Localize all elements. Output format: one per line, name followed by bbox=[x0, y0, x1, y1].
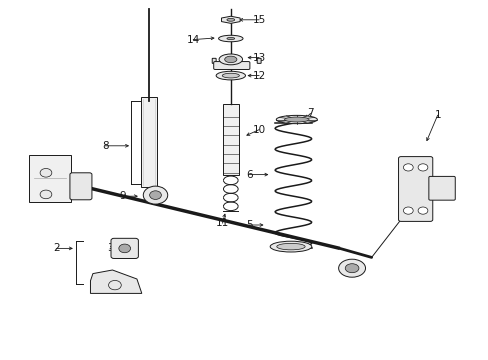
FancyBboxPatch shape bbox=[29, 155, 71, 202]
Ellipse shape bbox=[345, 264, 358, 273]
Ellipse shape bbox=[218, 35, 243, 42]
Text: 10: 10 bbox=[252, 125, 265, 135]
Text: 2: 2 bbox=[53, 243, 60, 253]
Ellipse shape bbox=[224, 56, 236, 63]
Polygon shape bbox=[221, 16, 240, 23]
Circle shape bbox=[119, 244, 130, 253]
FancyBboxPatch shape bbox=[212, 58, 216, 63]
Ellipse shape bbox=[284, 117, 308, 122]
Text: 12: 12 bbox=[252, 71, 265, 81]
Ellipse shape bbox=[276, 115, 317, 124]
FancyBboxPatch shape bbox=[111, 238, 138, 258]
Ellipse shape bbox=[276, 243, 305, 250]
Circle shape bbox=[149, 191, 161, 199]
Circle shape bbox=[40, 168, 52, 177]
Circle shape bbox=[417, 164, 427, 171]
Ellipse shape bbox=[269, 241, 311, 252]
Ellipse shape bbox=[216, 71, 245, 80]
Text: 15: 15 bbox=[252, 15, 265, 25]
Text: 14: 14 bbox=[186, 35, 200, 45]
Circle shape bbox=[403, 207, 412, 214]
Ellipse shape bbox=[219, 54, 242, 65]
Ellipse shape bbox=[338, 259, 365, 277]
Circle shape bbox=[40, 190, 52, 199]
Circle shape bbox=[417, 207, 427, 214]
FancyBboxPatch shape bbox=[428, 176, 454, 200]
Ellipse shape bbox=[226, 18, 234, 21]
Text: 8: 8 bbox=[102, 141, 108, 151]
Text: 1: 1 bbox=[433, 110, 440, 120]
FancyBboxPatch shape bbox=[257, 58, 261, 63]
Circle shape bbox=[403, 164, 412, 171]
Ellipse shape bbox=[226, 37, 234, 40]
Circle shape bbox=[143, 186, 167, 204]
Text: 7: 7 bbox=[306, 108, 313, 118]
Text: 11: 11 bbox=[215, 218, 229, 228]
Text: 5: 5 bbox=[245, 220, 252, 230]
Text: 6: 6 bbox=[245, 170, 252, 180]
Text: 9: 9 bbox=[119, 191, 125, 201]
FancyBboxPatch shape bbox=[398, 157, 432, 221]
FancyBboxPatch shape bbox=[70, 173, 92, 200]
Text: 13: 13 bbox=[252, 53, 265, 63]
Circle shape bbox=[108, 280, 121, 290]
FancyBboxPatch shape bbox=[223, 104, 239, 175]
Text: 4: 4 bbox=[92, 285, 99, 295]
Text: 3: 3 bbox=[106, 243, 113, 253]
Ellipse shape bbox=[222, 73, 239, 78]
Polygon shape bbox=[90, 270, 142, 293]
FancyBboxPatch shape bbox=[141, 97, 157, 187]
FancyBboxPatch shape bbox=[213, 62, 249, 69]
